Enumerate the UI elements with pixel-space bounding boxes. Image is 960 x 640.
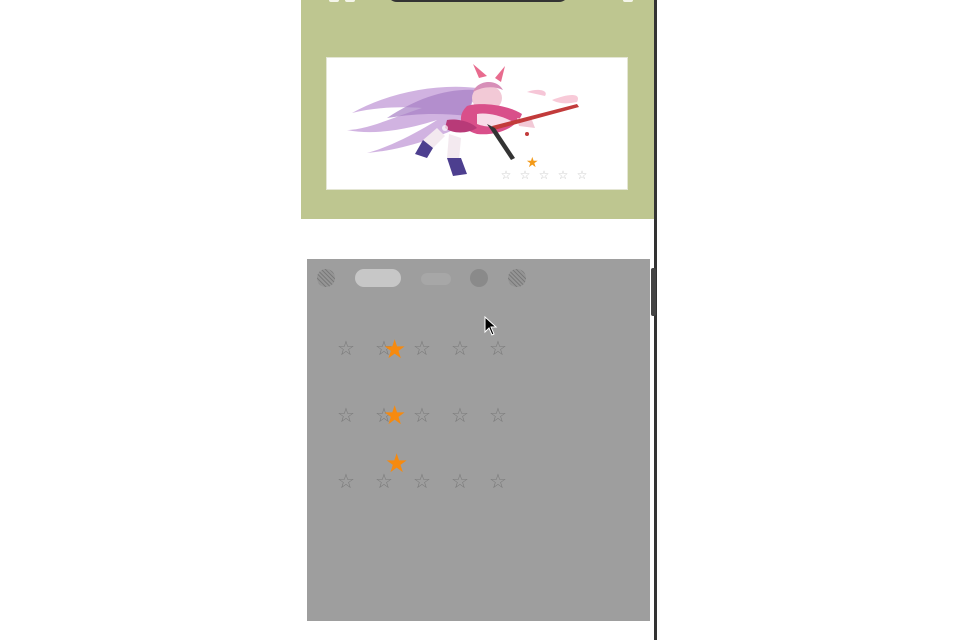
anime-character-illustration [347,64,579,176]
star-icon[interactable]: ☆ [375,405,393,427]
toolbar-pill-button[interactable] [355,269,401,287]
phone-side-button [651,268,656,316]
star-icon[interactable]: ☆ [413,338,431,360]
toolbar-solid-circle-button[interactable] [470,269,488,287]
star-icon[interactable]: ☆ [413,405,431,427]
battery-icon [623,0,633,2]
star-icon[interactable]: ☆ [337,405,355,427]
filled-star-icon[interactable]: ★ [383,400,407,430]
star-icon[interactable]: ☆ [489,471,507,493]
rating-row-2: ☆ ☆ ☆ ☆ ☆ [335,405,509,427]
banner-star-icon[interactable]: ☆ [538,168,550,182]
banner-star-icon[interactable]: ☆ [576,168,588,182]
banner-rating-filled-star-icon[interactable]: ★ [526,154,539,170]
toolbar-faint-button[interactable] [421,273,451,285]
rating-row-1: ☆ ☆ ☆ ☆ ☆ [335,338,509,360]
header-area: ★ ☆ ☆ ☆ ☆ ☆ [301,0,655,219]
banner-star-icon[interactable]: ☆ [557,168,569,182]
star-icon[interactable]: ☆ [451,338,469,360]
star-icon[interactable]: ☆ [375,471,393,493]
star-icon[interactable]: ☆ [413,471,431,493]
phone-screen: ★ ☆ ☆ ☆ ☆ ☆ ☆ ☆ ☆ ☆ ☆ ★ ☆ [301,0,655,640]
status-indicator [345,0,355,2]
star-icon[interactable]: ☆ [451,405,469,427]
rating-panel: ☆ ☆ ☆ ☆ ☆ ★ ☆ ☆ ☆ ☆ ☆ ★ ★ ☆ ☆ ☆ ☆ ☆ [307,259,650,621]
arrow-cursor-icon [484,316,498,336]
banner-star-icon[interactable]: ☆ [500,168,512,182]
filled-star-icon[interactable]: ★ [383,334,407,364]
banner-rating: ☆ ☆ ☆ ☆ ☆ [499,168,589,182]
star-icon[interactable]: ☆ [489,405,507,427]
star-icon[interactable]: ☆ [337,338,355,360]
star-icon[interactable]: ☆ [451,471,469,493]
star-icon[interactable]: ☆ [489,338,507,360]
phone-frame-edge [654,0,657,640]
rating-row-3: ☆ ☆ ☆ ☆ ☆ [335,471,509,493]
star-icon[interactable]: ☆ [375,338,393,360]
filled-star-icon[interactable]: ★ [385,448,409,478]
toolbar-circle-button[interactable] [508,269,526,287]
phone-notch [387,0,569,2]
star-icon[interactable]: ☆ [337,471,355,493]
toolbar-circle-button[interactable] [317,269,335,287]
panel-toolbar [307,259,650,299]
banner-image-card: ★ ☆ ☆ ☆ ☆ ☆ [326,57,628,190]
banner-star-icon[interactable]: ☆ [519,168,531,182]
status-indicator [329,0,339,2]
